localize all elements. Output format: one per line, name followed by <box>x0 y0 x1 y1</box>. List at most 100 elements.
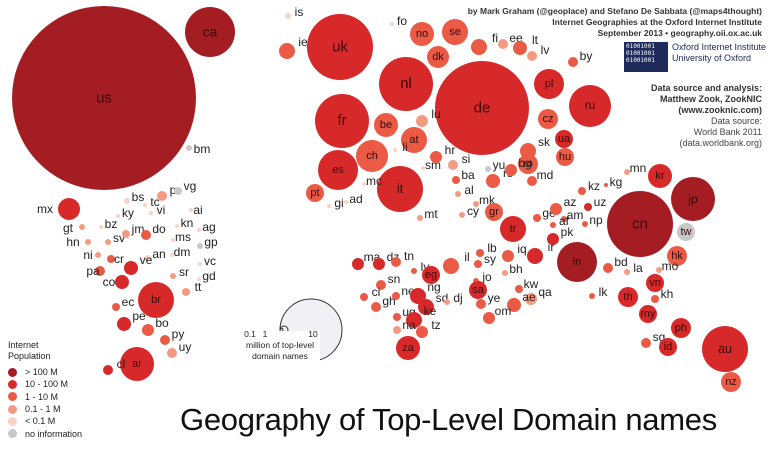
country-bubble-pt <box>306 184 324 202</box>
country-bubble-fi <box>471 39 487 55</box>
country-label-lk: lk <box>599 285 609 299</box>
country-label-ni: ni <box>83 248 92 262</box>
country-bubble-gt <box>79 224 85 230</box>
country-bubble-is <box>285 13 291 19</box>
scale-tick-label: 0.1 <box>244 329 256 339</box>
country-bubble-il <box>443 258 459 274</box>
country-bubble-ye <box>476 299 486 309</box>
country-label-mn: mn <box>630 161 647 175</box>
scale-tick-label: 1 <box>263 329 268 339</box>
country-label-ky: ky <box>122 206 134 220</box>
country-label-pt: pt <box>310 187 319 199</box>
country-label-br: br <box>151 294 161 306</box>
country-bubble-sm <box>421 166 425 170</box>
country-bubble-ae <box>507 298 521 312</box>
country-bubble-pa <box>95 266 105 276</box>
legend-swatch <box>8 379 17 389</box>
country-label-ca: ca <box>203 25 218 40</box>
source-data-source: World Bank 2011 <box>693 127 762 137</box>
country-label-se: se <box>449 26 461 38</box>
country-label-jp: jp <box>687 192 698 206</box>
scale-tick-label: 10 <box>308 329 318 339</box>
legend-item: 10 - 100 M <box>8 378 82 390</box>
country-label-ci: ci <box>372 285 381 299</box>
legend-item: > 100 M <box>8 366 82 378</box>
country-label-py: py <box>172 327 185 341</box>
country-bubble-ru <box>569 85 611 127</box>
country-label-al: al <box>464 183 473 197</box>
country-label-ad: ad <box>349 192 362 206</box>
country-bubble-tz <box>416 326 428 338</box>
country-bubble-ec <box>112 303 120 311</box>
country-bubble-ir <box>527 248 543 264</box>
country-bubble-ni <box>95 252 101 258</box>
country-label-de: de <box>474 100 491 117</box>
country-bubble-vn <box>646 274 664 292</box>
country-label-kh: kh <box>661 287 674 301</box>
country-label-ru: ru <box>585 100 595 112</box>
country-bubble-uz <box>584 203 592 211</box>
country-bubble-mx <box>58 198 80 220</box>
country-label-pl: pl <box>545 78 554 90</box>
country-label-ch: ch <box>366 150 378 162</box>
oii-line1: Oxford Internet Institute <box>672 42 767 52</box>
country-label-it: it <box>397 182 404 196</box>
country-label-sr: sr <box>179 265 189 279</box>
country-bubble-kz <box>578 187 586 195</box>
country-bubble-lb <box>476 249 484 257</box>
country-bubble-sy <box>474 260 482 268</box>
legend-swatch <box>8 367 17 377</box>
country-label-ke: ke <box>424 304 437 318</box>
country-bubble-hk <box>667 246 687 266</box>
country-bubble-tn <box>391 257 401 267</box>
country-label-dm: dm <box>174 245 191 259</box>
country-bubble-fr <box>315 94 369 148</box>
country-label-kg: kg <box>610 175 623 189</box>
country-label-hr: hr <box>445 143 456 157</box>
country-label-az: az <box>564 195 577 209</box>
credit-date-url: September 2013 • geography.oii.ox.ac.uk <box>597 28 762 38</box>
country-bubble-sd <box>418 299 434 315</box>
country-bubble-ky <box>116 214 120 218</box>
country-bubble-ai <box>189 208 193 212</box>
country-bubble-cn <box>607 191 673 257</box>
legend-label: no information <box>25 428 83 439</box>
country-bubble-kg <box>604 183 608 187</box>
country-label-bd: bd <box>614 255 627 269</box>
country-bubble-dj <box>444 299 450 305</box>
legend-swatch <box>8 429 17 439</box>
country-label-lu: lu <box>431 107 440 121</box>
country-bubble-at <box>401 127 427 153</box>
country-bubble-lk <box>589 293 595 299</box>
country-label-hu: hu <box>559 151 571 163</box>
country-label-es: es <box>332 164 344 176</box>
legend-title: Internet Population <box>8 340 82 362</box>
country-label-ph: ph <box>675 322 687 334</box>
country-bubble-gp <box>197 243 203 249</box>
country-bubble-am <box>561 216 567 222</box>
country-label-ir: ir <box>548 240 555 254</box>
country-label-do: do <box>152 222 166 236</box>
country-label-jo: jo <box>481 270 492 284</box>
country-bubble-nl <box>379 57 433 111</box>
country-bubble-vi <box>149 211 153 215</box>
oii-logo-icon: 01001001 01001001 01001001 <box>624 42 668 72</box>
scale-label-line1: million of top-level <box>245 340 315 350</box>
country-bubble-do <box>141 230 151 240</box>
country-label-cz: cz <box>543 113 554 125</box>
country-bubble-pk <box>547 233 559 245</box>
country-bubble-by <box>568 57 578 67</box>
oii-name: Oxford Internet Institute University of … <box>672 42 766 64</box>
country-label-ng: ng <box>427 280 440 294</box>
country-label-gr: gr <box>489 206 499 218</box>
country-label-bm: bm <box>194 142 211 156</box>
country-bubble-ng <box>410 288 426 304</box>
country-label-gt: gt <box>63 221 74 235</box>
country-bubble-be <box>374 113 398 137</box>
country-label-sy: sy <box>484 252 496 266</box>
country-bubble-ms <box>171 238 175 242</box>
legend-label: 1 - 10 M <box>25 391 59 402</box>
country-bubble-tt <box>182 288 190 296</box>
country-label-eg: eg <box>425 269 437 281</box>
country-bubble-us <box>12 6 196 190</box>
